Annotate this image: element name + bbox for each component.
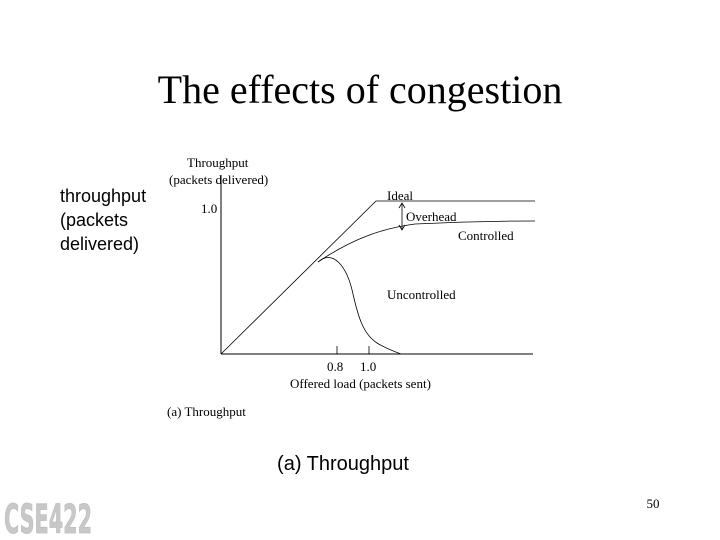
uncontrolled-label: Uncontrolled [387,287,456,302]
cse422-logo-text: CSE422 [4,497,92,537]
slide-title: The effects of congestion [157,67,563,112]
y-tick-label: 1.0 [201,201,217,216]
side-label-line-2: (packets [60,210,129,230]
throughput-diagram: Throughput (packets delivered) 1.0 Ideal… [167,155,536,419]
uncontrolled-curve [317,257,402,355]
overhead-arrow-head-bottom [398,224,406,231]
page-number: 50 [646,496,660,511]
y-axis-label-line-1: Throughput [187,155,249,170]
controlled-label: Controlled [458,228,514,243]
side-label-line-3: delivered) [60,234,140,254]
ideal-curve [220,200,535,355]
controlled-curve [317,220,536,263]
overhead-label: Overhead [406,209,457,224]
figure-caption: (a) Throughput [277,453,409,475]
diagram-subcaption: (a) Throughput [167,404,246,419]
overhead-arrow-head-top [398,202,406,209]
side-label-line-1: throughput [60,186,147,206]
cse422-logo: CSE422 [4,497,93,537]
ideal-label: Ideal [387,188,413,203]
y-axis-label-line-2: (packets delivered) [169,172,268,187]
x-tick-label-1: 0.8 [327,359,343,374]
x-tick-label-2: 1.0 [360,359,376,374]
x-axis-label: Offered load (packets sent) [290,376,431,391]
side-label: throughput (packets delivered) [60,184,170,256]
